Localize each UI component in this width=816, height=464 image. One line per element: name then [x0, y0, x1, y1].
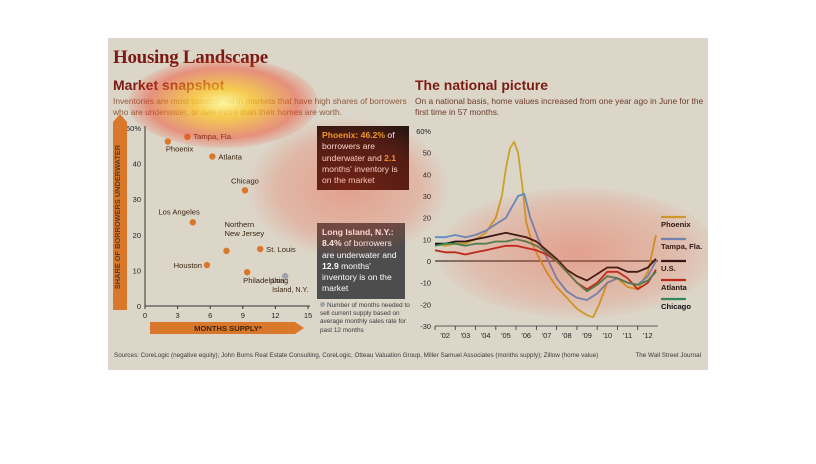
- legend-label: Phoenix: [661, 220, 691, 229]
- line-x-tick-label: '10: [602, 331, 612, 340]
- li-callout-num2: 12.9: [322, 260, 339, 271]
- legend-label: Atlanta: [661, 283, 688, 292]
- scatter-point-label: Northern: [225, 220, 255, 229]
- scatter-point-label: Atlanta: [218, 152, 242, 161]
- line-y-tick-label: 30: [423, 192, 431, 201]
- scatter-point-label: Long: [272, 276, 288, 285]
- credit-line: The Wall Street Journal: [635, 352, 701, 359]
- line-x-tick-label: '12: [643, 331, 653, 340]
- scatter-point-label: Los Angeles: [158, 207, 200, 216]
- months-supply-footnote: Number of months needed to sell current …: [320, 302, 416, 335]
- long-island-callout: Long Island, N.Y.: 8.4% of borrowers are…: [317, 223, 405, 299]
- line-x-tick-label: '03: [461, 331, 471, 340]
- scatter-point: [256, 245, 264, 253]
- series-line: [434, 238, 657, 293]
- line-x-tick-label: '04: [481, 331, 491, 340]
- scatter-y-tick-label: 10: [133, 266, 141, 275]
- line-y-tick-label: 40: [423, 170, 431, 179]
- scatter-point-label: Phoenix: [166, 145, 194, 154]
- line-y-tick-label: 50: [423, 149, 431, 158]
- footnote-text: Number of months needed to sell current …: [320, 302, 410, 334]
- line-x-tick-label: '05: [501, 331, 511, 340]
- li-callout-num1: 8.4%: [322, 238, 342, 249]
- scatter-y-arrow-icon: [113, 114, 127, 122]
- source-line: Sources: CoreLogic (negative equity); Jo…: [114, 352, 599, 359]
- line-y-tick-label: 60%: [416, 127, 431, 136]
- phoenix-callout-mid: of borrowers are underwater and: [322, 130, 395, 163]
- phoenix-callout-tail: months' inventory is on the market: [322, 163, 398, 186]
- scatter-y-axis-title: SHARE OF BORROWERS UNDERWATER: [113, 144, 122, 289]
- scatter-point-label: Philadelphia: [243, 276, 285, 285]
- series-line: [434, 244, 657, 291]
- scatter-x-tick-label: 9: [241, 311, 245, 320]
- li-callout-tail: months' inventory is on the market: [322, 260, 392, 294]
- line-y-tick-label: 10: [423, 235, 431, 244]
- scatter-point-label: Island, N.Y.: [272, 285, 308, 294]
- scatter-x-tick-label: 3: [176, 311, 180, 320]
- series-line: [434, 140, 657, 319]
- scatter-x-axis-title: MONTHS SUPPLY*: [194, 324, 262, 333]
- line-chart: 60% 50 40 30 20 10 0 -10 -20 -30 '02 '03 '04 '05 '06 '0…: [416, 127, 702, 340]
- line-y-tick-label: 20: [423, 214, 431, 223]
- legend-label: U.S.: [661, 264, 676, 273]
- infographic-panel: Housing Landscape Market snapshot Invent…: [108, 38, 708, 370]
- scatter-x-tick-label: 6: [208, 311, 212, 320]
- line-y-tick-label: -30: [420, 322, 431, 331]
- scatter-y-axis-band: [113, 122, 127, 310]
- scatter-y-tick-label: 20: [133, 231, 141, 240]
- scatter-y-tick-label: 40: [133, 160, 141, 169]
- phoenix-callout: Phoenix: 46.2% of borrowers are underwat…: [317, 126, 409, 191]
- line-x-tick-label: '11: [623, 331, 632, 340]
- scatter-point: [223, 247, 230, 255]
- national-picture-intro: On a national basis, home values increas…: [415, 96, 704, 117]
- li-callout-lead: Long Island, N.Y.:: [322, 227, 394, 237]
- scatter-y-tick-label: 0: [137, 302, 141, 311]
- footnote-dot-icon: [320, 302, 325, 307]
- line-y-tick-label: -10: [420, 279, 431, 288]
- scatter-point-label: New Jersey: [225, 229, 265, 238]
- legend-label: Chicago: [661, 302, 691, 311]
- line-x-tick-label: '02: [440, 331, 450, 340]
- phoenix-callout-num: 2.1: [384, 152, 397, 163]
- scatter-y-tick-label: 30: [133, 195, 141, 204]
- scatter-point-label: Houston: [174, 261, 202, 270]
- line-x-tick-label: '08: [562, 331, 572, 340]
- scatter-point: [209, 153, 216, 160]
- line-x-tick-label: '07: [542, 331, 552, 340]
- scatter-point: [281, 272, 289, 280]
- scatter-x-tick-label: 0: [143, 311, 147, 320]
- series-line: [435, 231, 657, 282]
- scatter-point: [203, 261, 211, 269]
- scatter-x-tick-label: 12: [271, 311, 279, 320]
- scatter-point-label: St. Louis: [266, 245, 296, 254]
- scatter-point: [243, 268, 251, 276]
- scatter-point-label: Chicago: [231, 176, 259, 185]
- scatter-point: [241, 187, 249, 194]
- line-y-tick-label: 0: [427, 257, 431, 266]
- scatter-point: [189, 219, 197, 226]
- scatter-x-tick-label: 15: [304, 311, 312, 320]
- national-picture-title: The national picture: [415, 77, 549, 93]
- phoenix-callout-lead: Phoenix: 46.2%: [322, 130, 386, 140]
- scatter-x-arrow-icon: [295, 322, 304, 334]
- line-y-tick-label: -20: [420, 300, 431, 309]
- line-x-tick-label: '09: [582, 331, 592, 340]
- legend-label: Tampa, Fla.: [661, 242, 702, 251]
- li-callout-mid: of borrowers are underwater and: [322, 238, 397, 260]
- line-x-tick-label: '06: [521, 331, 531, 340]
- scatter-x-axis-band: [150, 322, 295, 334]
